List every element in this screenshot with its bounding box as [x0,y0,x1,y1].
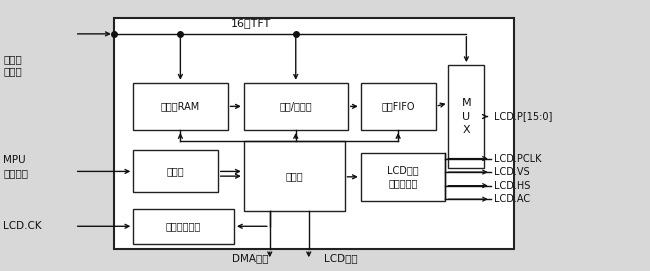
Text: DMA请求: DMA请求 [232,253,268,263]
Text: LCD中断: LCD中断 [324,253,358,263]
Bar [133,150,218,192]
Bar [133,83,228,130]
Bar [244,141,344,211]
Text: 输出FIFO: 输出FIFO [382,101,415,111]
Text: MPU
片外总线: MPU 片外总线 [3,156,28,178]
Bar [361,83,436,130]
Text: 控制器: 控制器 [285,171,303,181]
Text: 灰度/串行器: 灰度/串行器 [280,101,312,111]
Text: 帧数据
缓冲器: 帧数据 缓冲器 [3,54,22,76]
Bar [244,83,348,130]
Bar [133,209,234,244]
Text: LCD.AC: LCD.AC [494,194,530,204]
Text: LCD.HS: LCD.HS [494,181,530,191]
Text: LCD.P[15:0]: LCD.P[15:0] [494,112,552,121]
Text: M
U
X: M U X [462,98,471,135]
Text: 寄存器: 寄存器 [166,166,185,176]
Text: LCD面板
时间发生器: LCD面板 时间发生器 [387,165,419,188]
Text: LCD.PCLK: LCD.PCLK [494,154,541,163]
Bar [448,65,484,168]
Text: 时钟复位控制: 时钟复位控制 [166,221,202,231]
Text: 16位TFT: 16位TFT [231,18,271,28]
Bar [114,18,514,249]
Text: LCD.CK: LCD.CK [3,221,42,231]
Bar [361,153,445,201]
Text: 调色板RAM: 调色板RAM [161,101,200,111]
Text: LCD.VS: LCD.VS [494,167,530,177]
